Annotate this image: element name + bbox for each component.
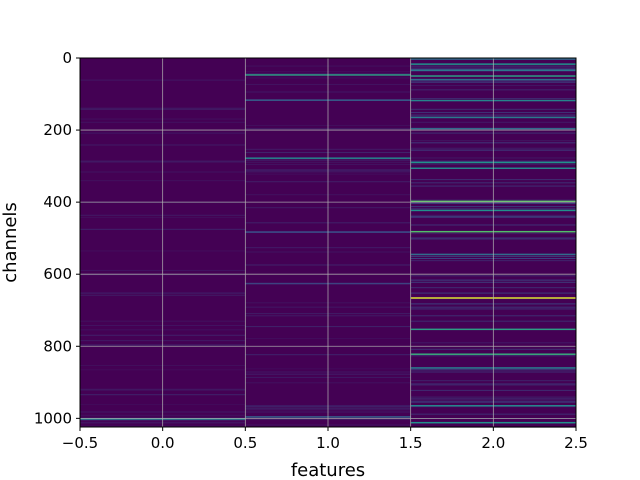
x-tick-label: 1.5: [399, 434, 423, 452]
y-tick-label: 800: [43, 337, 72, 355]
plot-area: [79, 57, 577, 428]
x-tick-label: 1.0: [316, 434, 340, 452]
y-tick-label: 400: [43, 193, 72, 211]
y-tick-label: 600: [43, 265, 72, 283]
x-tick-label: 2.5: [564, 434, 588, 452]
x-axis: −0.5 0.0 0.5 1.0 1.5 2.0 2.5: [62, 427, 588, 452]
y-axis: 0 200 400 600 800 1000: [34, 49, 80, 427]
x-tick-label: 0.5: [233, 434, 257, 452]
y-axis-label: channels: [0, 202, 21, 283]
x-tick-label: −0.5: [62, 434, 98, 452]
x-axis-label: features: [291, 460, 365, 480]
y-tick-label: 1000: [34, 409, 72, 427]
y-tick-label: 0: [62, 49, 72, 67]
y-tick-label: 200: [43, 121, 72, 139]
x-tick-label: 2.0: [481, 434, 505, 452]
x-tick-label: 0.0: [151, 434, 175, 452]
